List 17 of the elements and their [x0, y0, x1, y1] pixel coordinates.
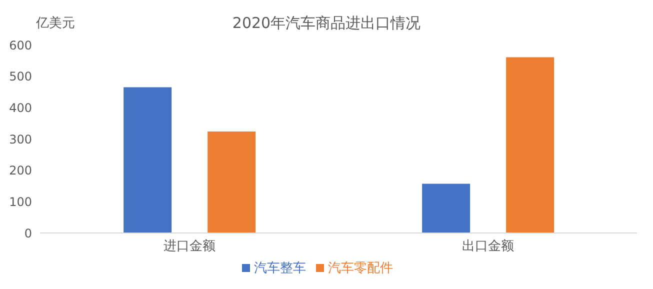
y-tick-label: 300	[9, 132, 32, 146]
y-tick-label: 0	[24, 226, 32, 240]
chart-title: 2020年汽车商品进出口情况	[232, 14, 421, 32]
y-tick-label: 400	[9, 100, 32, 115]
bar	[124, 87, 172, 233]
bar	[422, 184, 470, 233]
y-axis-title: 亿美元	[36, 15, 75, 32]
y-tick-label: 600	[9, 38, 32, 52]
bar	[208, 131, 256, 233]
bar	[506, 57, 554, 233]
x-tick-label: 出口金额	[462, 239, 514, 254]
y-tick-label: 100	[9, 194, 32, 209]
legend-label: 汽车整车	[254, 261, 306, 276]
x-tick-label: 进口金额	[163, 239, 216, 254]
y-tick-label: 200	[9, 164, 32, 178]
legend-label: 汽车零配件	[328, 261, 393, 276]
y-tick-label: 500	[9, 70, 32, 84]
